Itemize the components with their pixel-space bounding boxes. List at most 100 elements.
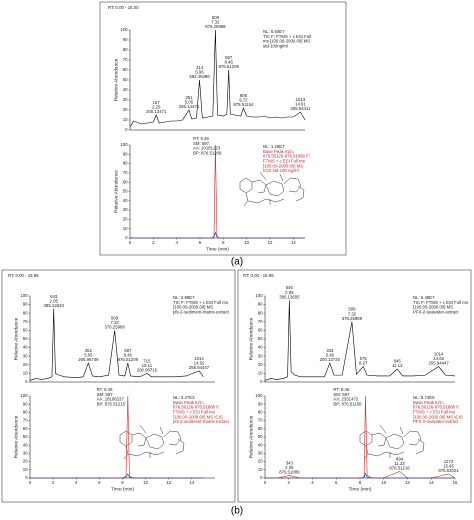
peak-label: 2.05 [285, 290, 294, 295]
annotation: FTMS + c ESI Full ms [173, 410, 215, 415]
peak-info: AA: 18106237 [97, 397, 125, 402]
peak-label: 333 [326, 348, 334, 353]
x-tick-label: 12 [268, 240, 273, 245]
peak-label: 592.45386 [189, 74, 210, 79]
y-axis-label: Relative Abundance [13, 415, 19, 458]
y-tick-label: 0 [25, 475, 28, 480]
annotation: PFX-2-seawater-extract [413, 419, 459, 424]
peak-label: 7.32 [110, 320, 119, 325]
peak-label: 376.25989 [342, 316, 363, 321]
header: RT: 0.00 - 15.99 [8, 273, 39, 278]
chromatogram-line [30, 473, 204, 479]
peak-label: 876.51089 [279, 470, 300, 475]
x-tick-label: 14 [429, 480, 434, 485]
peak-info: BP: 876.51156 [333, 402, 362, 407]
y-axis-label: Relative Abundance [113, 58, 119, 101]
peak-label: 265.13474 [179, 104, 200, 109]
annotation: Base Peak m/z= [413, 400, 445, 405]
annotation: NL: 6.60E7 [263, 29, 285, 34]
y-tick-label: 10 [123, 117, 128, 122]
peak-info: SM: 587 [193, 141, 210, 146]
annotation: 876.50126-876.51880 F: [263, 154, 310, 159]
chromatogram-line [129, 29, 306, 128]
y-tick-label: 100 [120, 142, 128, 147]
peak-label: 715 [143, 358, 151, 363]
y-tick-label: 50 [23, 336, 28, 341]
peak-label: 414 [196, 65, 204, 70]
y-tick-label: 40 [258, 345, 263, 350]
annotation: TIC F: FTMS + c ESI Full ms [173, 300, 228, 305]
peak-label: 14.62 [433, 356, 444, 361]
annotation: std-100ng/ml [263, 44, 288, 49]
x-tick-label: 10 [244, 240, 249, 245]
x-tick-label: 8 [222, 240, 225, 245]
peak-label: 157 [153, 100, 161, 105]
y-tick-label: 70 [123, 57, 128, 62]
y-tick-label: 20 [23, 459, 28, 464]
annotation: Base Peak m/z= [173, 400, 205, 405]
structure [119, 424, 185, 460]
x-tick-label: 2 [52, 480, 55, 485]
y-tick-label: 100 [255, 393, 263, 398]
annotation: pfx-2-sediment-matrix-extract [173, 310, 230, 315]
peak-info: RT: 8.46 [97, 387, 114, 392]
chromatogram-line [265, 472, 455, 479]
x-tick-label: 10 [381, 480, 386, 485]
peak-label: 5.05 [84, 353, 93, 358]
peak-label: 7.32 [348, 311, 357, 316]
y-tick-label: 10 [258, 467, 263, 472]
peak-label: 805 [240, 93, 248, 98]
peak-label: 876.51216 [389, 466, 410, 471]
y-tick-label: 20 [258, 362, 263, 367]
x-tick-label: 12 [405, 480, 410, 485]
x-axis-label: Time (min) [206, 246, 229, 252]
y-tick-label: 20 [123, 217, 128, 222]
peak-label: 543 [50, 294, 58, 299]
y-tick-label: 60 [123, 67, 128, 72]
peak-label: 14.62 [194, 360, 205, 365]
y-tick-label: 80 [123, 161, 128, 166]
peak-label: 7.32 [211, 20, 220, 25]
peak-info: SM: 587 [97, 392, 114, 397]
peak-label: 545 [286, 285, 294, 290]
peak-label: 1013 [296, 97, 306, 102]
peak-label: 2.25 [152, 105, 161, 110]
peak-label: 845 [394, 359, 402, 364]
x-tick-label: 14 [189, 480, 194, 485]
peak-label: 15.45 [443, 463, 454, 468]
y-tick-label: 100 [255, 293, 263, 298]
peak-label: 255.94447 [189, 365, 210, 370]
annotation: [100.00-2000.00] MS ICIS [173, 414, 223, 419]
annotation: TIC F: FTMS + c ESI Full ms [413, 300, 468, 305]
peak-label: 509 [212, 15, 220, 20]
peak-label: 587 [225, 55, 233, 60]
peak-label: 876.51209 [118, 357, 139, 362]
y-tick-label: 10 [23, 467, 28, 472]
y-tick-label: 90 [123, 37, 128, 42]
peak-label: 200.13471 [146, 109, 167, 114]
y-tick-label: 90 [23, 401, 28, 406]
x-tick-label: 0 [129, 240, 132, 245]
y-tick-label: 10 [123, 226, 128, 231]
annotation: FTMS + c ESI Full ms [263, 159, 305, 164]
y-tick-label: 80 [23, 410, 28, 415]
x-tick-label: 16 [453, 480, 458, 485]
peak-label: 255.94411 [290, 106, 311, 111]
peak-label: 2.05 [50, 298, 59, 303]
y-tick-label: 30 [258, 353, 263, 358]
peak-label: 5.05 [185, 100, 194, 105]
peak-label: 8.46 [124, 353, 133, 358]
y-tick-label: 50 [258, 336, 263, 341]
peak-label: 376.25989 [104, 325, 125, 330]
y-tick-label: 50 [23, 434, 28, 439]
annotation: PFX-2-seawater-extract [413, 310, 459, 315]
x-tick-label: 4 [175, 240, 178, 245]
annotation: ICIS std-100 ng/ml [263, 168, 299, 173]
peak-label: 351 [85, 348, 93, 353]
y-axis-label: Relative Abundance [248, 415, 254, 458]
peak-label: 11.33 [394, 461, 405, 466]
panel-label: (a) [231, 257, 243, 268]
peak-label: 8.46 [225, 60, 234, 65]
y-tick-label: 70 [123, 170, 128, 175]
